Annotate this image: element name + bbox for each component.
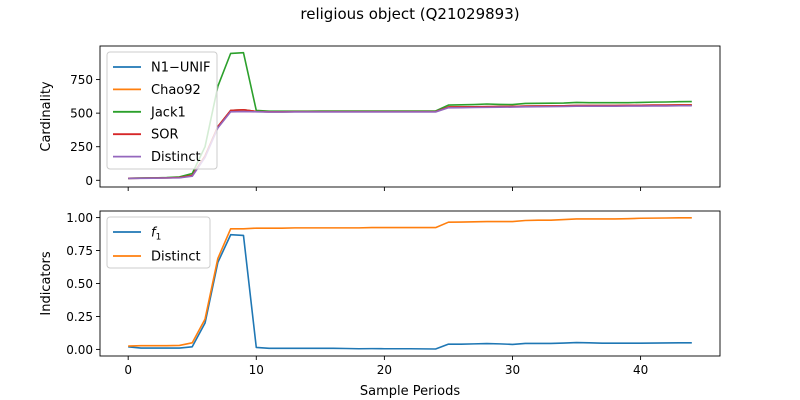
y-axis-label: Cardinality (39, 81, 54, 152)
y-tick-label: 250 (70, 140, 93, 154)
series-line (128, 217, 692, 347)
top-axes-cardinality: 0 250 500 750 Cardinality N1−UNIF Chao92 Jack1 S… (39, 45, 721, 191)
legend-frame (106, 51, 218, 170)
x-tick-label: 0 (124, 363, 132, 377)
axes-frame (99, 210, 721, 357)
x-tick-label: 30 (505, 363, 520, 377)
bottom-axes-indicators: 0.00 0.25 0.50 0.75 1.00 0 10 20 30 40 Indicators S… (39, 210, 721, 399)
legend: N1−UNIF Chao92 Jack1 SOR Distinct (106, 51, 218, 170)
legend-label: f1 (151, 226, 161, 243)
y-tick-label: 1.00 (66, 211, 93, 225)
series-line (128, 233, 692, 350)
y-axis-label: Indicators (39, 251, 54, 315)
figure-title: religious object (Q21029893) (300, 5, 519, 23)
series-line (128, 104, 692, 180)
axes-frame (99, 45, 721, 188)
y-tick-label: 0 (85, 174, 93, 188)
y-tick-label: 0.25 (66, 310, 93, 324)
legend-label: Distinct (151, 150, 201, 165)
legend-label: Jack1 (150, 105, 186, 120)
y-tick-label: 0.75 (66, 244, 93, 258)
x-axis-label: Sample Periods (360, 384, 460, 399)
x-tick-label: 20 (377, 363, 392, 377)
y-tick-label: 0.50 (66, 277, 93, 291)
legend: f1 Distinct (106, 216, 211, 269)
y-tick-label: 750 (70, 73, 93, 87)
legend-label: Distinct (151, 250, 201, 265)
legend-label: SOR (151, 128, 179, 143)
y-tick-label: 0.00 (66, 343, 93, 357)
legend-label: Chao92 (151, 83, 201, 98)
legend-label: N1−UNIF (151, 61, 210, 76)
y-tick-label: 500 (70, 107, 93, 121)
x-tick-label: 10 (249, 363, 264, 377)
x-tick-label: 40 (633, 363, 648, 377)
